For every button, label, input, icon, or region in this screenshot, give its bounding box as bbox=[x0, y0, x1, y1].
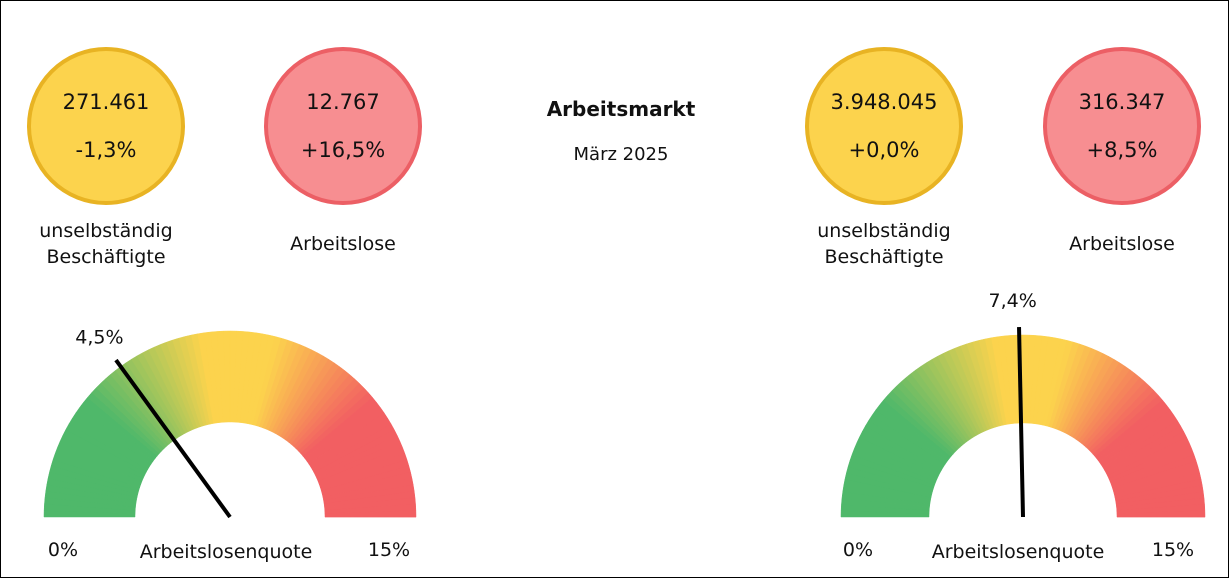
kpi-circle: 3.948.045 +0,0% bbox=[805, 47, 963, 205]
kpi-value: 3.948.045 bbox=[830, 90, 938, 114]
kpi-circle: 271.461 -1,3% bbox=[27, 47, 185, 205]
kpi-label: unselbständig Beschäftigte bbox=[817, 220, 951, 268]
kpi-circle: 12.767 +16,5% bbox=[264, 47, 422, 205]
gauge-label: Arbeitslosenquote bbox=[140, 541, 313, 563]
gauge-label: Arbeitslosenquote bbox=[932, 541, 1105, 563]
title: Arbeitsmarkt bbox=[546, 97, 696, 121]
kpi-circle: 316.347 +8,5% bbox=[1043, 47, 1201, 205]
kpi-label: Arbeitslose bbox=[290, 233, 396, 255]
kpi-label: unselbständig Beschäftigte bbox=[39, 220, 173, 268]
kpi-change: +0,0% bbox=[848, 138, 920, 162]
gauge-tick-label: 0% bbox=[48, 539, 78, 561]
kpi-change: +8,5% bbox=[1086, 138, 1158, 162]
kpi-value: 12.767 bbox=[306, 90, 380, 114]
gauge-band bbox=[324, 510, 417, 518]
gauge-tick-label: 15% bbox=[1152, 539, 1194, 561]
gauge-band bbox=[1116, 510, 1206, 518]
kpi-change: -1,3% bbox=[75, 138, 137, 162]
gauge-needle bbox=[1017, 326, 1025, 518]
gauge-needle bbox=[114, 358, 232, 519]
subtitle: März 2025 bbox=[573, 144, 669, 165]
gauge-tick-label: 15% bbox=[368, 539, 410, 561]
gauge-value-label: 4,5% bbox=[75, 326, 123, 348]
kpi-label: Arbeitslose bbox=[1069, 233, 1175, 255]
gauge-tick-label: 0% bbox=[843, 539, 873, 561]
kpi-change: +16,5% bbox=[300, 138, 386, 162]
kpi-value: 271.461 bbox=[62, 90, 150, 114]
gauge-value-label: 7,4% bbox=[989, 290, 1037, 312]
kpi-value: 316.347 bbox=[1078, 90, 1166, 114]
